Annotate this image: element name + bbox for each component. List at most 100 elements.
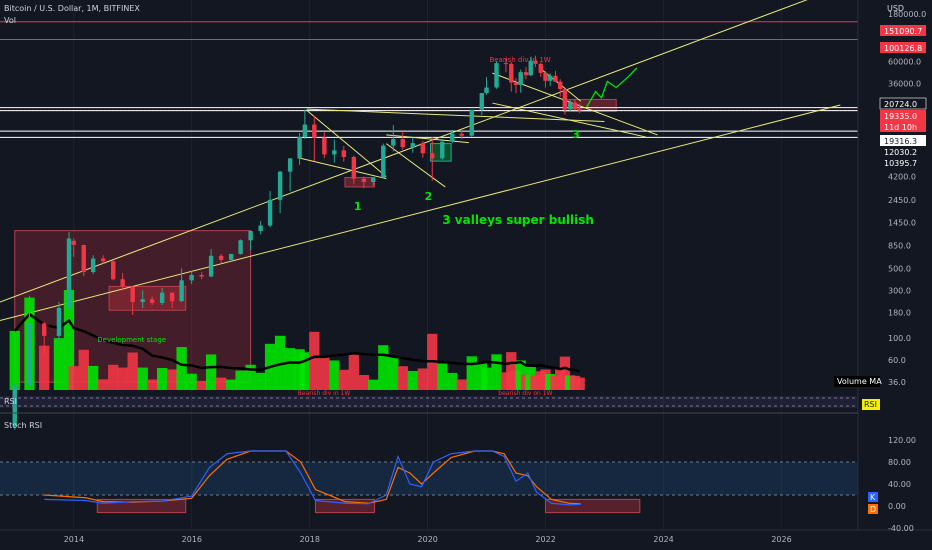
volume-bar [117,367,128,390]
volume-bar [397,366,408,390]
volume-ma-line [13,312,581,373]
stoch-d-badge [868,504,878,514]
price-tick-label: 60000.0 [888,58,921,67]
volume-bar [98,379,109,390]
volume-ma-badge [834,376,880,387]
candle-body [341,150,346,158]
candle-body [42,323,47,336]
volume-bar [338,369,349,390]
candle-body [558,81,563,90]
trend-line [385,143,446,188]
time-tick-label: 2022 [535,535,555,544]
candle-body [400,139,405,148]
volume-bar [299,352,311,390]
candle-body [577,109,582,111]
bearish-div-annotation: Bearish div in 1W [489,56,550,64]
candle-body [149,299,155,303]
volume-bar [53,338,65,390]
price-tag [880,42,926,53]
candle-body [258,225,263,232]
trend-line [0,0,808,303]
trend-line [492,102,646,138]
candle-body [100,258,106,262]
volume-bar [368,379,379,390]
price-tick-label: 1450.0 [888,218,916,227]
candle-body [553,75,558,82]
price-tag [880,121,926,132]
rsi-badge [862,399,880,410]
rsi-label: RSI [4,397,17,406]
trend-line [306,108,605,123]
candle-body [90,258,96,273]
volume-bar [108,364,119,390]
development-stage-label: Development stage [97,336,166,344]
candle-body [533,60,538,64]
candle-body [267,199,273,226]
stoch-rsi-label: Stoch RSI [4,421,43,430]
candle-body [111,261,116,280]
candle-body [430,153,435,159]
candle-body [228,253,234,260]
stoch-d-line [44,450,581,505]
volume-bar [225,379,237,390]
volume-bar [378,345,389,390]
price-tick-label: 500.0 [888,264,911,273]
valley-1-label: 1 [354,200,362,213]
price-tick-label: 2450.0 [888,196,916,205]
time-tick-label: 2020 [418,535,438,544]
price-tick-label: 60.0 [888,356,906,365]
candle-body [410,143,415,148]
candle-body [538,63,543,73]
volume-bar [167,369,178,390]
time-tick-label: 2026 [771,535,791,544]
candle-body [140,299,145,303]
volume-bar [176,347,187,390]
candle-body [297,136,302,159]
candle-body [391,139,396,146]
candle-body [56,308,62,336]
candle-body [494,63,499,88]
candle-body [169,292,175,302]
price-tick-label: 850.0 [888,242,911,251]
price-tag [880,110,926,121]
stoch-k-line [44,450,581,506]
candle-body [332,150,337,155]
stoch-tick-label: 40.00 [888,480,911,489]
candle-body [469,109,474,136]
time-tick-label: 2014 [64,535,84,544]
candle-body [543,72,548,81]
candle-body [420,143,426,154]
price-tick-label: 100.0 [888,334,911,343]
volume-bar [88,365,99,390]
candle-body [66,238,72,309]
candle-body [513,82,519,85]
price-tag [879,97,927,110]
symbol-title: Bitcoin / U.S. Dollar, 1M, BITFINEX [4,4,140,13]
price-tag-label: 100126.8 [884,44,922,53]
volume-bar [146,379,158,390]
candle-body [287,158,293,172]
candle-body [277,171,283,200]
time-tick-label: 2018 [300,535,320,544]
candle-body [568,102,573,110]
volume-bar [39,345,50,390]
price-tag [880,146,926,157]
volume-bar [329,360,340,390]
price-tag-label: 12030.2 [884,148,917,157]
candle-body [351,157,357,179]
stoch-tick-label: 0.00 [888,502,906,511]
stoch-tick-label: 80.00 [888,458,911,467]
volume-bar [235,370,246,390]
volume-bar [78,349,89,390]
candle-body [179,280,184,302]
candle-body [199,274,204,277]
valley-3-label: 3 [572,128,580,141]
candle-body [518,72,523,85]
price-tag-label: 19316.3 [884,137,917,146]
volume-bar [456,379,467,390]
candle-body [120,279,125,287]
price-tick-label: 300.0 [888,287,911,296]
volume-bar [447,372,458,390]
candle-body [484,87,489,94]
